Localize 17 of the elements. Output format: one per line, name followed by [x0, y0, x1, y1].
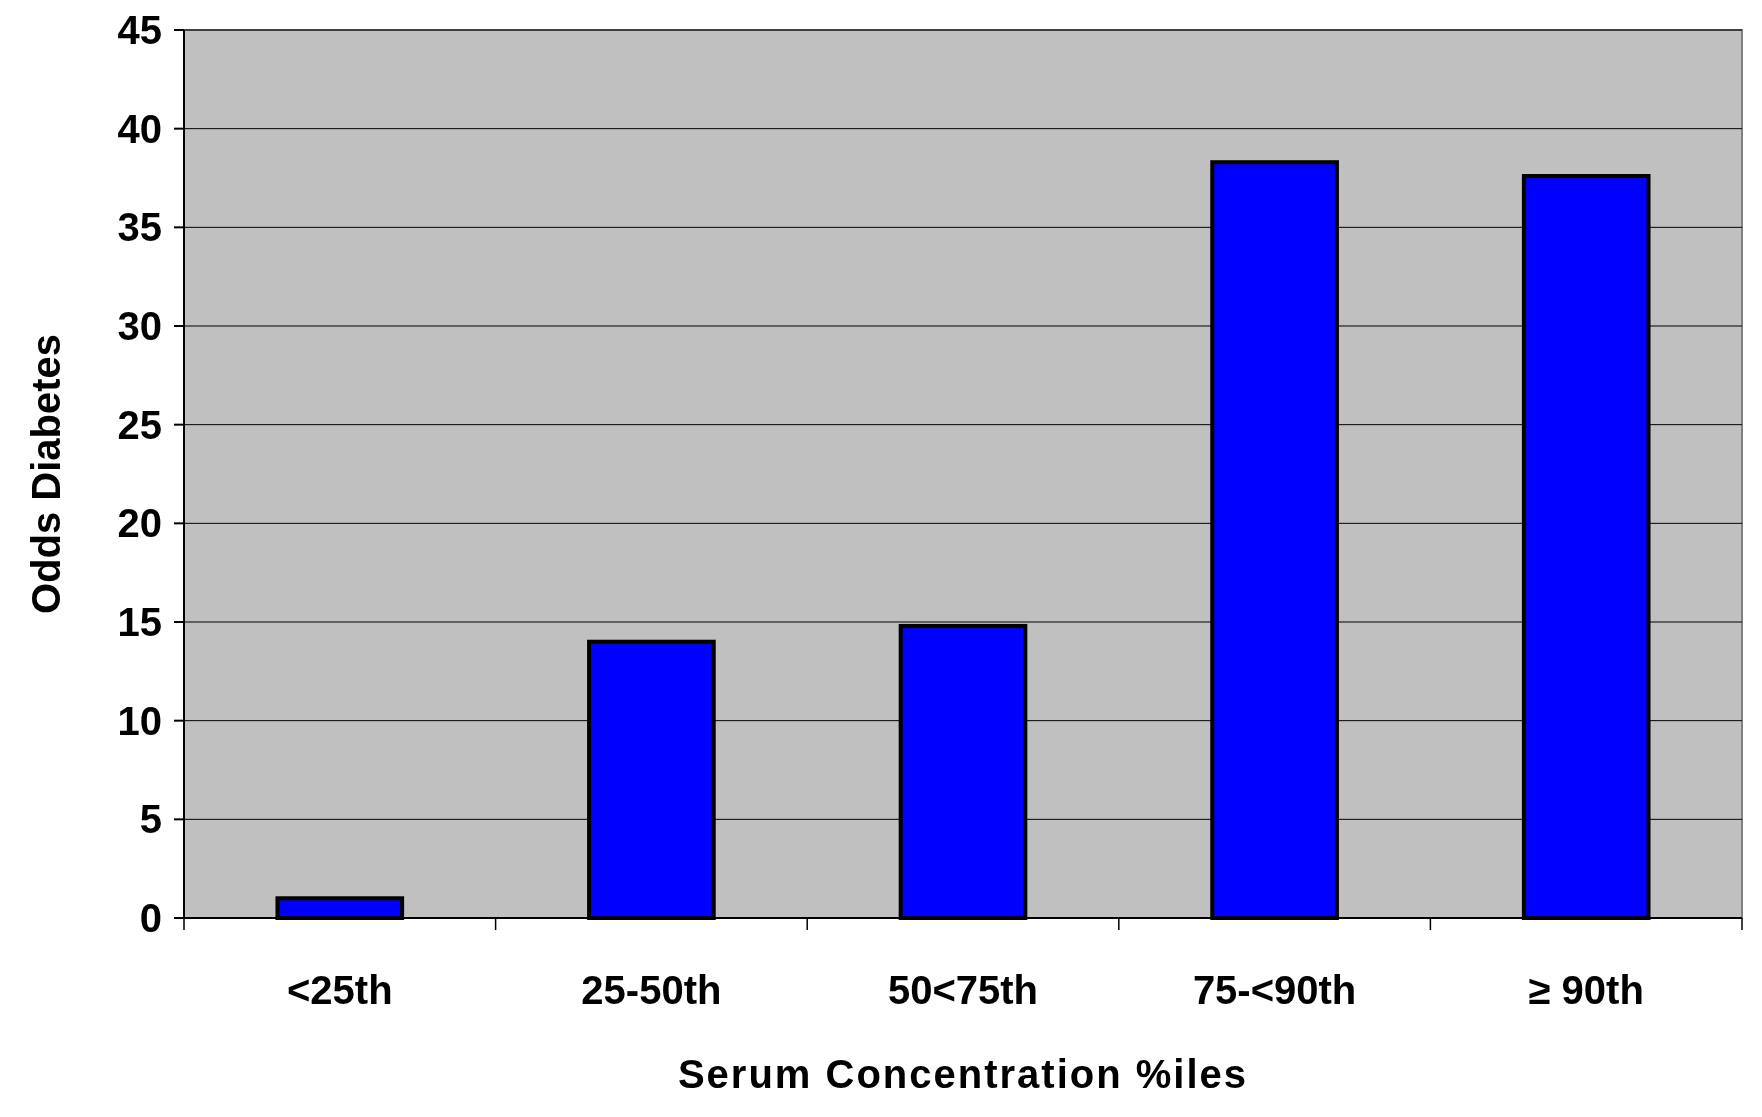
y-axis-title: Odds Diabetes — [24, 333, 68, 615]
x-tick-label: 75-<90th — [1192, 968, 1357, 1012]
x-axis-title: Serum Concentration %iles — [677, 1052, 1249, 1096]
y-tick-label: 30 — [117, 304, 162, 348]
y-tick-label: 20 — [117, 501, 162, 546]
x-tick-label: <25th — [287, 968, 393, 1012]
y-tick-label: 25 — [117, 402, 162, 447]
y-tick-label: 40 — [117, 106, 162, 151]
x-tick-label: 25-50th — [581, 968, 722, 1012]
y-tick-label: 5 — [139, 797, 162, 842]
y-tick-label: 35 — [117, 205, 162, 250]
x-tick-label: 50<75th — [887, 968, 1039, 1012]
y-tick-label: 15 — [117, 600, 162, 644]
y-tick-label: 10 — [117, 698, 162, 743]
y-tick-label: 0 — [139, 896, 162, 940]
y-tick-label: 45 — [117, 8, 162, 52]
x-tick-label: ≥ 90th — [1528, 968, 1644, 1012]
